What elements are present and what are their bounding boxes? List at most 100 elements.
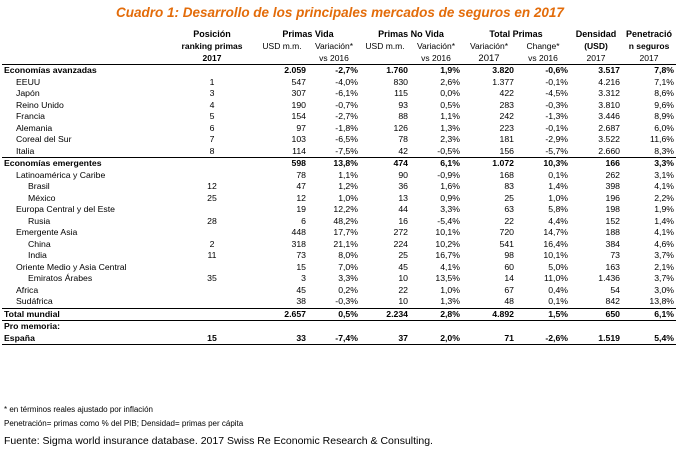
table-cell [168,64,256,77]
table-cell: 4 [209,99,215,110]
table-cell: 5,8% [548,204,569,215]
table-cell: -5,7% [545,145,569,156]
table-cell: 21,1% [333,238,358,249]
table-cell: 3,7% [654,273,675,284]
row-label: España [2,332,168,345]
table-cell: 4,1% [654,181,675,192]
table-cell: 19 [296,204,306,215]
table-cell: 3,3% [622,157,677,170]
table-cell: 1,0% [548,192,569,203]
table-cell: 190 [291,99,307,110]
table-cell [168,321,256,333]
table-row: Emiratos Árabes 35 3 3,3% 10 13,5% 14 11,0% 1.43… [2,273,676,285]
table-cell [570,321,622,333]
table-cell: 3,0% [654,284,675,295]
table-cell: 0,1% [548,296,569,307]
table-cell: 4,1% [654,227,675,238]
table-cell: 8 [209,145,215,156]
table-title: Cuadro 1: Desarrollo de los principales … [116,5,564,20]
table-cell: 25 [207,192,217,203]
table-cell: 1,0% [440,284,460,295]
table-cell: 71 [462,332,516,345]
table-cell: -0,3% [545,99,569,110]
table-cell: -0,6% [516,64,571,77]
table-cell: 97 [296,122,306,133]
table-cell: 242 [499,111,515,122]
table-cell: 3.820 [462,64,516,77]
table-cell [256,321,308,333]
table-cell: 224 [393,238,409,249]
table-cell: 0,5% [308,307,360,321]
table-cell: 10 [398,273,408,284]
table-cell: 7,1% [654,76,675,87]
table-cell: -2,7% [335,111,358,122]
table-cell: 15 [168,332,256,345]
table-cell: 1,9% [410,64,462,77]
table-cell: 2.059 [256,64,308,77]
table-cell: 45 [296,284,306,295]
table-cell: 3.810 [598,99,621,110]
table-cell: 12,2% [333,204,358,215]
table-cell: 25 [504,192,514,203]
table-row: Pro memoria: [2,321,676,333]
table-cell: -5,4% [437,215,460,226]
table-cell: 650 [570,307,623,321]
table-cell: 1.519 [570,332,623,345]
row-label: Francia [16,111,45,122]
table-row: China 2 318 21,1% 224 10,2% 541 16,4% 384 4,6% [2,239,676,251]
table-row: Sudáfrica 38 -0,3% 10 1,3% 48 0,1% 842 13,8% [2,296,676,308]
table-cell: 35 [207,273,217,284]
table-cell: 45 [398,261,408,272]
table-cell: 48 [504,296,514,307]
table-cell: 166 [570,157,623,170]
table-cell: 3.312 [598,88,621,99]
table-cell: -7,5% [335,145,358,156]
table-cell [308,321,360,333]
table-cell: -0,5% [437,145,460,156]
source-note: Fuente: Sigma world insurance database. … [4,435,433,447]
table-cell: 16 [398,215,408,226]
table-cell: 2,2% [654,192,675,203]
table-row: Coreal del Sur 7 103 -6,5% 78 2,3% 181 -2,9% 3.5… [2,134,676,146]
table-cell: -4,5% [545,88,569,99]
table-row: Italia 8 114 -7,5% 42 -0,5% 156 -5,7% 2.660 8,3% [2,146,676,158]
table-cell: -2,9% [545,134,569,145]
table-row: Brasil 12 47 1,2% 36 1,6% 83 1,4% 398 4,1% [2,181,676,193]
table-cell: 1.377 [492,76,514,87]
table-cell: 13,5% [435,273,460,284]
table-cell: 196 [605,192,621,203]
row-label: Emergente Asia [16,227,78,238]
table-cell: 3 [301,273,306,284]
table-cell: 0,2% [338,284,358,295]
table-cell: 15 [296,261,306,272]
table-cell: 3.446 [598,111,621,122]
table-cell: 8,6% [654,88,675,99]
table-cell: 12 [296,192,306,203]
table-cell: 1.436 [598,273,621,284]
table-cell [410,321,462,333]
table-cell: 3,7% [654,250,675,261]
table-row: Latinoamérica y Caribe 78 1,1% 90 -0,9% 168 0,… [2,170,676,182]
table-cell: 78 [296,169,306,180]
col-header-penetration: Penetració [626,29,673,39]
table-cell: -0,7% [335,99,358,110]
row-label: Sudáfrica [16,296,53,307]
header-row-2: ranking primas USD m.m. Variación* USD m… [181,41,670,51]
table-cell: 78 [398,134,408,145]
table-cell: 5 [209,111,215,122]
insurance-markets-table: Posición Primas Vida Primas No Vida Tota… [2,28,677,345]
table-cell: 6,0% [654,122,675,133]
table-cell: 2,3% [440,134,460,145]
table-cell: 6,1% [622,307,677,321]
table-cell: 47 [296,181,306,192]
table-cell: 0,9% [440,192,460,203]
row-label: Alemania [16,122,53,133]
table-cell: 318 [291,238,307,249]
table-cell: -0,9% [437,169,460,180]
table-cell [168,262,256,274]
table-cell: 6 [301,215,306,226]
table-cell: 152 [605,215,621,226]
row-label: Brasil [28,181,50,192]
table-cell: 3.517 [570,64,623,77]
row-label: Italia [16,145,35,156]
